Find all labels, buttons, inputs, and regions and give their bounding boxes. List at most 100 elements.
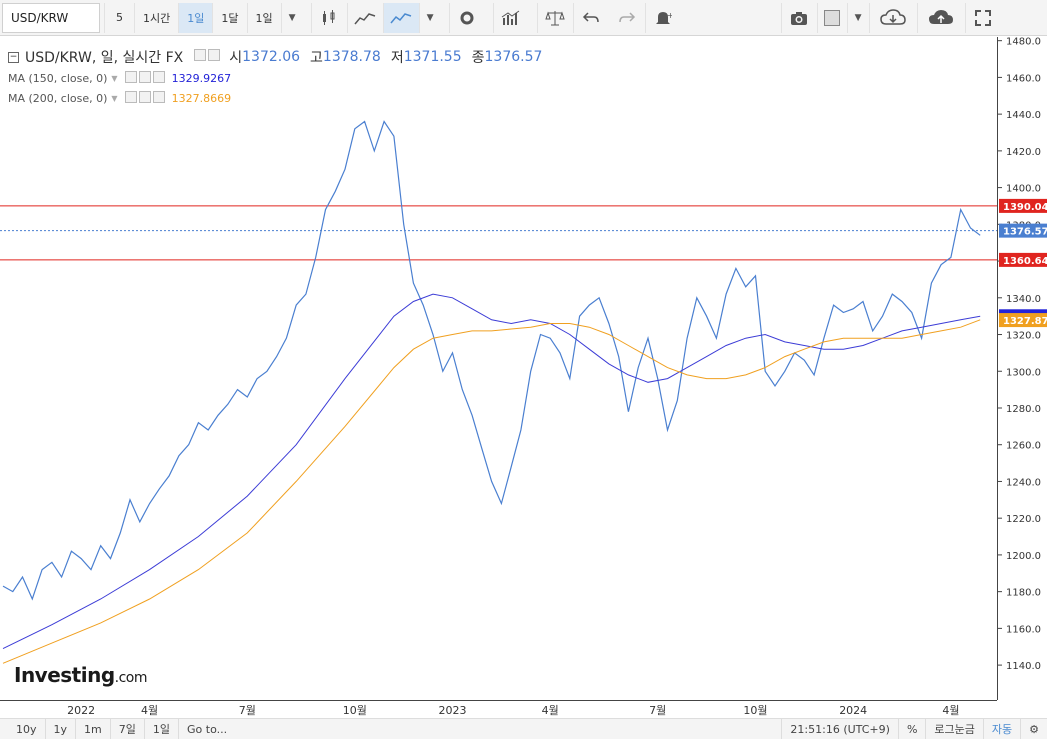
time-axis-svg: 2022 4월 7월 10월 2023 4월 7월 10월 2024 4월 — [67, 704, 959, 717]
interval-1h[interactable]: 1시간 — [134, 2, 179, 33]
series-1-line — [2, 293, 981, 650]
interval-1d[interactable]: 1일 — [178, 2, 213, 33]
high-label: 고 — [310, 50, 323, 66]
chart-plot-area[interactable] — [0, 37, 997, 700]
gear-icon[interactable] — [448, 2, 485, 33]
price-axis-svg: 1140.0 1160.0 1180.0 1200.0 1220.0 1240.0 1260… — [998, 37, 1047, 672]
open-label: 시 — [229, 50, 243, 66]
bottom-bar: 10y 1y 1m 7일 1일 Go to... 21:51:16 (UTC+9… — [0, 718, 1047, 739]
axis-flag-label-2: 1376.57 — [1003, 227, 1047, 238]
area-chart-icon[interactable] — [346, 2, 383, 33]
interval-5[interactable]: 5 — [104, 2, 134, 33]
legend-ma200-row: MA (200, close, 0) ▼ 1327.8669 — [8, 88, 542, 108]
close-label: 종 — [471, 50, 485, 66]
indicators-icon[interactable] — [492, 2, 529, 33]
candles-icon[interactable] — [310, 2, 347, 33]
interval-dropdown[interactable]: ▼ — [280, 2, 303, 33]
investing-logo: Investing.com — [14, 663, 148, 687]
y-tick-label-1480: 1480.0 — [1006, 37, 1041, 48]
color-box-icon[interactable] — [816, 2, 847, 33]
interval-1mo[interactable]: 1달 — [212, 2, 247, 33]
time-axis[interactable]: 2022 4월 7월 10월 2023 4월 7월 10월 2024 4월 — [0, 700, 997, 718]
x-tick-label-2: 7월 — [239, 704, 256, 717]
fullscreen-icon[interactable] — [964, 2, 1001, 33]
y-tick-label-1160: 1160.0 — [1006, 624, 1041, 635]
settings-gear-icon[interactable]: ⚙ — [1029, 722, 1039, 736]
ma200-label[interactable]: MA (200, close, 0) — [8, 91, 108, 105]
toolbar: USD/KRW 5 1시간 1일 1달 1일 ▼ ▼ — [0, 0, 1047, 36]
x-tick-label-7: 10월 — [743, 704, 767, 717]
ma150-label[interactable]: MA (150, close, 0) — [8, 71, 108, 85]
chart-type-dropdown[interactable]: ▼ — [418, 2, 441, 33]
collapse-icon[interactable]: − — [8, 51, 19, 63]
color-dropdown[interactable]: ▼ — [846, 2, 869, 33]
axis-flag-bg-1 — [999, 252, 1047, 267]
low-label: 저 — [390, 50, 404, 66]
y-tick-label-1420: 1420.0 — [1006, 147, 1041, 158]
axis-flag-bg-4 — [999, 313, 1047, 328]
percent-toggle[interactable]: % — [899, 718, 927, 739]
alert-bell-icon[interactable]: + — [644, 2, 681, 33]
y-tick-label-1240: 1240.0 — [1006, 477, 1041, 488]
x-tick-label-9: 4월 — [942, 704, 959, 717]
close-value: 1376.57 — [484, 49, 543, 65]
undo-icon[interactable] — [572, 2, 609, 33]
series-2-line — [2, 319, 981, 664]
logo-suffix: .com — [114, 670, 148, 686]
y-tick-label-1320: 1320.0 — [1006, 331, 1041, 342]
cloud-upload-icon[interactable] — [916, 2, 965, 33]
axis-flag-label-1: 1360.64 — [1003, 256, 1047, 267]
svg-text:+: + — [667, 11, 672, 20]
redo-icon[interactable] — [609, 3, 645, 33]
y-tick-label-1220: 1220.0 — [1006, 514, 1041, 525]
y-tick-label-1440: 1440.0 — [1006, 110, 1041, 121]
x-tick-label-3: 10월 — [343, 704, 367, 717]
high-value: 1378.78 — [322, 49, 381, 65]
goto-button[interactable]: Go to... — [187, 722, 228, 736]
axis-flag-label-0: 1390.04 — [1003, 202, 1047, 213]
ma150-dropdown-icon[interactable]: ▼ — [111, 73, 118, 83]
x-tick-label-4: 2023 — [439, 704, 467, 717]
range-10y[interactable]: 10y — [0, 718, 46, 739]
price-axis[interactable]: 1140.0 1160.0 1180.0 1200.0 1220.0 1240.0 1260… — [997, 37, 1047, 700]
low-value: 1371.55 — [403, 49, 462, 65]
range-1d[interactable]: 1일 — [145, 718, 179, 739]
x-tick-label-8: 2024 — [839, 704, 867, 717]
chart-legend: − USD/KRW, 일, 실시간 FX 시 1372.06 고 1378.78… — [8, 46, 542, 108]
range-1y[interactable]: 1y — [46, 718, 77, 739]
axis-flag-bg-2 — [999, 223, 1047, 238]
legend-main-row: − USD/KRW, 일, 실시간 FX 시 1372.06 고 1378.78… — [8, 46, 542, 68]
x-tick-label-5: 4월 — [542, 704, 559, 717]
log-scale-toggle[interactable]: 로그눈금 — [926, 718, 984, 739]
legend-eye-icon[interactable] — [193, 49, 221, 65]
ma200-settings-icons[interactable] — [124, 90, 166, 106]
compare-scale-icon[interactable] — [536, 2, 573, 33]
interval-1d-more[interactable]: 1일 — [246, 2, 281, 33]
series-0-line — [2, 120, 981, 601]
x-tick-label-0: 2022 — [67, 704, 95, 717]
y-tick-label-1200: 1200.0 — [1006, 551, 1041, 562]
ma200-value: 1327.8669 — [171, 91, 232, 105]
ma150-value: 1329.9267 — [171, 71, 232, 85]
legend-title: USD/KRW, 일, 실시간 FX — [25, 50, 184, 66]
y-tick-label-1400: 1400.0 — [1006, 184, 1041, 195]
ma200-dropdown-icon[interactable]: ▼ — [111, 93, 118, 103]
y-tick-label-1300: 1300.0 — [1006, 367, 1041, 378]
y-tick-label-1140: 1140.0 — [1006, 661, 1041, 672]
y-tick-label-1180: 1180.0 — [1006, 588, 1041, 599]
line-chart-icon[interactable] — [382, 2, 419, 33]
range-7d[interactable]: 7일 — [111, 718, 145, 739]
cloud-download-icon[interactable] — [868, 2, 917, 33]
range-1m[interactable]: 1m — [76, 718, 111, 739]
camera-icon[interactable] — [780, 2, 817, 33]
symbol-input[interactable]: USD/KRW — [2, 2, 100, 33]
open-value: 1372.06 — [242, 49, 301, 65]
ma150-settings-icons[interactable] — [124, 70, 166, 86]
legend-ma150-row: MA (150, close, 0) ▼ 1329.9267 — [8, 68, 542, 88]
clock-text: 21:51:16 (UTC+9) — [781, 718, 899, 739]
y-tick-label-1260: 1260.0 — [1006, 441, 1041, 452]
x-tick-label-1: 4월 — [141, 704, 158, 717]
axis-flag-label-4: 1327.87 — [1003, 316, 1047, 327]
auto-scale-toggle[interactable]: 자동 — [984, 718, 1022, 739]
